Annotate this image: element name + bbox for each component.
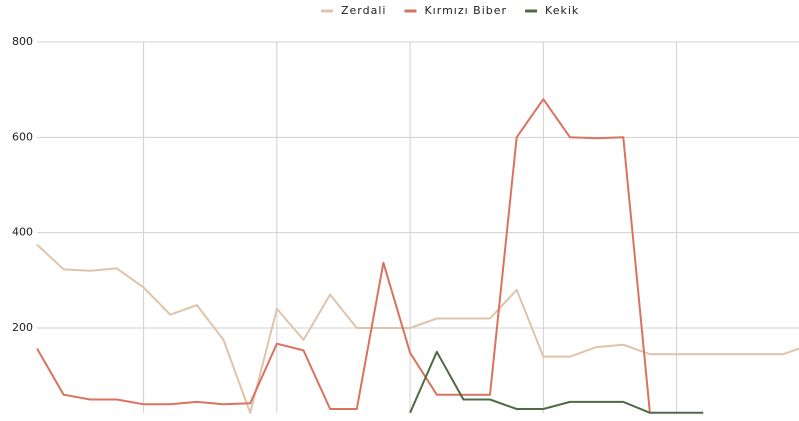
y-tick-label: 200	[12, 321, 33, 334]
y-tick-label: 400	[12, 226, 33, 239]
legend-label: Zerdali	[341, 4, 386, 17]
line-series	[409, 350, 704, 414]
line-series	[36, 243, 799, 414]
legend-label: Kırmızı Biber	[424, 4, 507, 17]
y-tick-label: 800	[12, 35, 33, 48]
line-series	[36, 98, 651, 413]
y-tick-label: 600	[12, 130, 33, 143]
legend: Zerdali Kırmızı Biber Kekik	[321, 4, 579, 17]
plot-area	[36, 98, 799, 414]
legend-label: Kekik	[545, 4, 579, 17]
